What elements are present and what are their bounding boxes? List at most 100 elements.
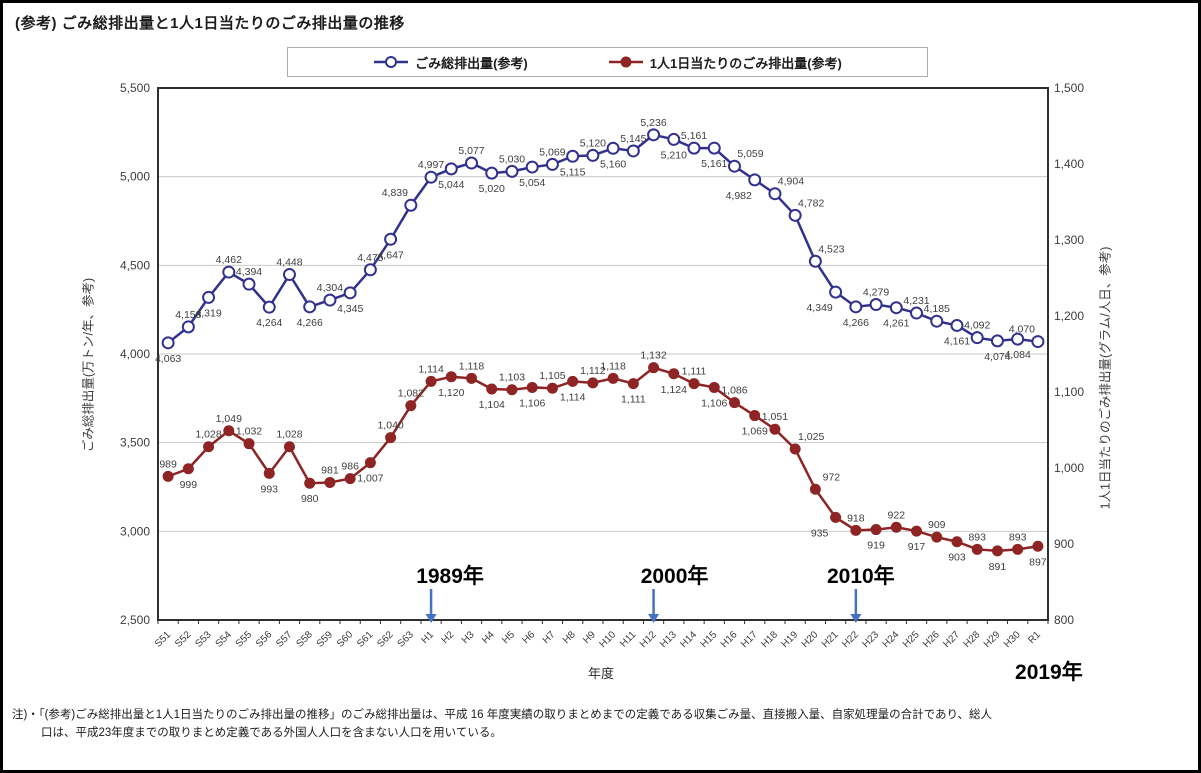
svg-text:4,997: 4,997 [418, 159, 444, 171]
svg-text:1,120: 1,120 [438, 387, 464, 399]
svg-text:893: 893 [968, 531, 986, 543]
svg-text:1,051: 1,051 [762, 411, 788, 423]
svg-text:5,059: 5,059 [737, 148, 763, 160]
svg-text:903: 903 [948, 552, 966, 564]
svg-text:891: 891 [989, 561, 1007, 573]
svg-text:1,007: 1,007 [357, 473, 383, 485]
svg-text:4,279: 4,279 [863, 287, 889, 299]
svg-text:1,104: 1,104 [479, 399, 505, 411]
svg-text:1,086: 1,086 [721, 385, 747, 397]
svg-text:5,077: 5,077 [458, 145, 484, 157]
svg-text:2,500: 2,500 [120, 613, 150, 627]
svg-text:H15: H15 [699, 629, 720, 650]
svg-text:5,030: 5,030 [499, 153, 525, 165]
x-axis-title: 年度 [587, 666, 615, 681]
svg-text:1,400: 1,400 [1054, 157, 1084, 171]
svg-text:5,000: 5,000 [120, 170, 150, 184]
svg-text:H23: H23 [860, 629, 881, 650]
svg-text:4,839: 4,839 [382, 187, 408, 199]
svg-text:3,500: 3,500 [120, 436, 150, 450]
svg-text:800: 800 [1054, 613, 1074, 627]
svg-text:4,462: 4,462 [216, 254, 242, 266]
svg-text:1,106: 1,106 [519, 397, 545, 409]
legend: ごみ総排出量(参考) 1人1日当たりのごみ排出量(参考) [287, 47, 928, 77]
svg-text:H18: H18 [759, 629, 780, 650]
svg-text:H10: H10 [597, 629, 618, 650]
svg-text:5,161: 5,161 [681, 130, 707, 142]
svg-text:993: 993 [260, 483, 278, 495]
svg-text:S55: S55 [234, 629, 255, 650]
svg-text:4,161: 4,161 [944, 335, 970, 347]
svg-text:1,111: 1,111 [682, 366, 707, 378]
svg-text:S62: S62 [375, 629, 396, 650]
svg-text:1,028: 1,028 [195, 429, 221, 441]
svg-text:H24: H24 [881, 629, 902, 650]
svg-text:R1: R1 [1026, 629, 1043, 646]
svg-text:S59: S59 [315, 629, 336, 650]
svg-text:1,082: 1,082 [398, 388, 424, 400]
x-axis-labels: S51 S52 S53 S54 S55 S56 S57 S58 S59 S60 S61 S62 S63 H… [153, 629, 1043, 650]
svg-text:5,210: 5,210 [661, 149, 687, 161]
svg-text:4,349: 4,349 [806, 302, 832, 314]
svg-text:S63: S63 [396, 629, 417, 650]
svg-text:4,231: 4,231 [903, 295, 929, 307]
svg-text:1,106: 1,106 [701, 397, 727, 409]
svg-text:893: 893 [1009, 531, 1027, 543]
legend-item-per-capita: 1人1日当たりのごみ排出量(参考) [608, 53, 842, 72]
gridlines [158, 176, 1048, 532]
svg-text:S56: S56 [254, 629, 275, 650]
svg-text:5,160: 5,160 [600, 158, 626, 170]
svg-text:900: 900 [1054, 537, 1074, 551]
footnote: 注)・「(参考)ごみ総排出量と1人1日当たりのごみ排出量の推移」のごみ総排出量は… [12, 706, 1192, 743]
svg-text:H2: H2 [440, 629, 457, 646]
svg-text:1,000: 1,000 [1054, 461, 1084, 475]
svg-text:H13: H13 [658, 629, 679, 650]
svg-text:1,040: 1,040 [377, 420, 403, 432]
svg-text:935: 935 [811, 527, 829, 539]
svg-text:S60: S60 [335, 629, 356, 650]
svg-text:H8: H8 [561, 629, 578, 646]
svg-text:1,114: 1,114 [418, 363, 444, 375]
svg-text:H14: H14 [678, 629, 699, 650]
svg-text:5,145: 5,145 [620, 133, 646, 145]
svg-text:H21: H21 [820, 629, 841, 650]
plot-area: 5,500 5,000 4,500 4,000 3,500 3,000 2,500 1,500… [120, 81, 1084, 684]
svg-text:922: 922 [888, 509, 906, 521]
left-axis-title: ごみ総排出量(万トン/年、参考) [81, 277, 96, 453]
svg-text:1,132: 1,132 [640, 350, 666, 362]
svg-text:H17: H17 [739, 629, 760, 650]
svg-text:4,000: 4,000 [120, 347, 150, 361]
svg-text:1,300: 1,300 [1054, 233, 1084, 247]
svg-text:1,032: 1,032 [236, 426, 262, 438]
series-total-waste [161, 128, 1045, 350]
svg-text:4,500: 4,500 [120, 258, 150, 272]
svg-text:4,063: 4,063 [155, 353, 181, 365]
legend-line-open-circle-icon [374, 56, 409, 68]
svg-text:1,500: 1,500 [1054, 81, 1084, 95]
svg-text:H27: H27 [941, 629, 962, 650]
svg-text:989: 989 [159, 458, 177, 470]
chart-title: (参考) ごみ総排出量と1人1日当たりのごみ排出量の推移 [15, 15, 405, 32]
svg-text:4,319: 4,319 [195, 307, 221, 319]
svg-text:919: 919 [867, 540, 885, 552]
svg-text:1,103: 1,103 [499, 372, 525, 384]
svg-text:H28: H28 [962, 629, 983, 650]
svg-text:4,647: 4,647 [377, 249, 403, 261]
svg-text:5,120: 5,120 [580, 137, 606, 149]
svg-text:4,475: 4,475 [357, 252, 383, 264]
svg-text:H1: H1 [419, 629, 436, 646]
svg-text:1,114: 1,114 [560, 391, 586, 403]
svg-text:5,044: 5,044 [438, 179, 464, 191]
svg-text:S53: S53 [193, 629, 214, 650]
svg-text:4,261: 4,261 [883, 318, 909, 330]
legend-item-total-waste: ごみ総排出量(参考) [373, 53, 528, 72]
svg-text:1,111: 1,111 [621, 394, 646, 406]
svg-text:981: 981 [321, 464, 339, 476]
svg-text:2010年: 2010年 [827, 564, 895, 588]
svg-text:S58: S58 [294, 629, 315, 650]
x-tick-marks [157, 620, 1049, 624]
svg-text:918: 918 [847, 512, 865, 524]
